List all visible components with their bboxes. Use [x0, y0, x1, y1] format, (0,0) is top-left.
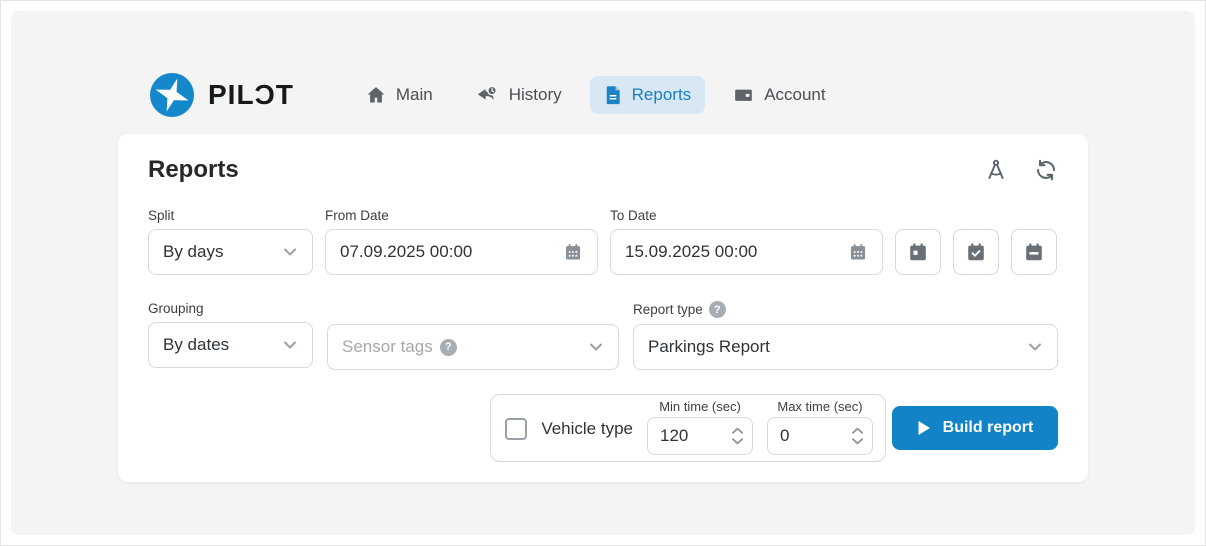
- from-date-input[interactable]: [340, 242, 563, 262]
- card-header: Reports: [148, 156, 1058, 184]
- to-date-input[interactable]: [625, 242, 848, 262]
- split-group: Split By days: [148, 208, 313, 275]
- calendar-grid-icon[interactable]: [563, 242, 583, 262]
- max-time-group: Max time (sec): [767, 399, 873, 455]
- min-time-field: [647, 417, 753, 455]
- actions-row: Vehicle type Min time (sec) Max time (se…: [148, 394, 1058, 462]
- filter-row-dates: Split By days From Date: [148, 208, 1058, 275]
- main-nav: Main History: [352, 75, 840, 115]
- report-document-icon: [604, 85, 622, 105]
- grouping-label: Grouping: [148, 301, 204, 316]
- chevron-down-icon: [1027, 339, 1043, 355]
- nav-label: Main: [395, 85, 433, 104]
- to-date-label: To Date: [610, 208, 657, 223]
- chevron-down-icon: [282, 244, 298, 260]
- report-type-group: Report type ? Parkings Report: [633, 301, 1058, 370]
- refresh-icon[interactable]: [1034, 158, 1058, 182]
- calendar-check-icon[interactable]: [953, 229, 999, 275]
- brand-wordmark: PILƆT: [208, 79, 294, 110]
- max-time-field: [767, 417, 873, 455]
- grouping-group: Grouping By dates: [148, 301, 313, 370]
- grouping-value: By dates: [163, 335, 230, 354]
- brand-logo: PILƆT: [148, 71, 294, 119]
- calendar-grid-icon[interactable]: [848, 242, 868, 262]
- preset-month-group: [1011, 208, 1057, 275]
- from-date-field: [325, 229, 598, 275]
- vehicle-type-checkbox[interactable]: [505, 418, 528, 440]
- stepper-arrows-icon[interactable]: [851, 427, 864, 445]
- build-report-button[interactable]: Build report: [892, 406, 1058, 450]
- vehicle-type-label: Vehicle type: [541, 419, 633, 438]
- report-type-select[interactable]: Parkings Report: [633, 324, 1058, 370]
- filter-row-grouping: Grouping By dates Sensor tags ?: [148, 301, 1058, 370]
- pilot-logo-icon: [150, 73, 194, 117]
- chevron-down-icon: [282, 337, 298, 353]
- sensor-tags-select[interactable]: Sensor tags ?: [327, 324, 619, 370]
- min-time-label: Min time (sec): [659, 399, 741, 414]
- stepper-arrows-icon[interactable]: [731, 427, 744, 445]
- from-date-label: From Date: [325, 208, 389, 223]
- wallet-icon: [733, 85, 754, 105]
- min-time-input[interactable]: [660, 426, 731, 446]
- nav-label: Reports: [631, 85, 692, 104]
- chevron-down-icon: [588, 339, 604, 355]
- preset-today-group: [895, 208, 941, 275]
- max-time-input[interactable]: [780, 426, 851, 446]
- nav-label: History: [508, 85, 562, 104]
- reports-card: Reports: [118, 134, 1088, 482]
- nav-item-main[interactable]: Main: [352, 76, 447, 114]
- split-select[interactable]: By days: [148, 229, 313, 275]
- nav-item-history[interactable]: History: [461, 75, 576, 115]
- drafting-compass-icon[interactable]: [984, 158, 1008, 182]
- app-surface: PILƆT Main History: [11, 11, 1195, 535]
- split-label: Split: [148, 208, 175, 223]
- nav-item-account[interactable]: Account: [719, 76, 839, 114]
- header-tools: [984, 158, 1058, 182]
- sensor-tags-placeholder: Sensor tags ?: [342, 337, 588, 357]
- max-time-label: Max time (sec): [777, 399, 863, 414]
- home-icon: [366, 85, 386, 105]
- min-time-group: Min time (sec): [647, 399, 753, 455]
- nav-item-reports[interactable]: Reports: [589, 76, 706, 114]
- nav-label: Account: [764, 85, 826, 104]
- top-navigation-bar: PILƆT Main History: [118, 11, 1088, 134]
- report-type-value: Parkings Report: [648, 337, 770, 356]
- to-date-field: [610, 229, 883, 275]
- question-badge-icon[interactable]: ?: [439, 338, 457, 356]
- question-badge-icon[interactable]: ?: [708, 301, 726, 318]
- calendar-day-icon[interactable]: [895, 229, 941, 275]
- sensor-tags-group: Sensor tags ?: [327, 301, 619, 370]
- preset-week-group: [953, 208, 999, 275]
- report-type-label: Report type ?: [633, 301, 1058, 318]
- vehicle-type-panel: Vehicle type Min time (sec) Max time (se…: [490, 394, 886, 462]
- history-arrow-clock-icon: [475, 84, 499, 106]
- split-value: By days: [163, 242, 224, 261]
- grouping-select[interactable]: By dates: [148, 322, 313, 368]
- calendar-minus-icon[interactable]: [1011, 229, 1057, 275]
- from-date-group: From Date: [325, 208, 598, 275]
- page-title: Reports: [148, 156, 239, 183]
- build-report-label: Build report: [942, 419, 1034, 436]
- to-date-group: To Date: [610, 208, 883, 275]
- play-icon: [917, 420, 931, 436]
